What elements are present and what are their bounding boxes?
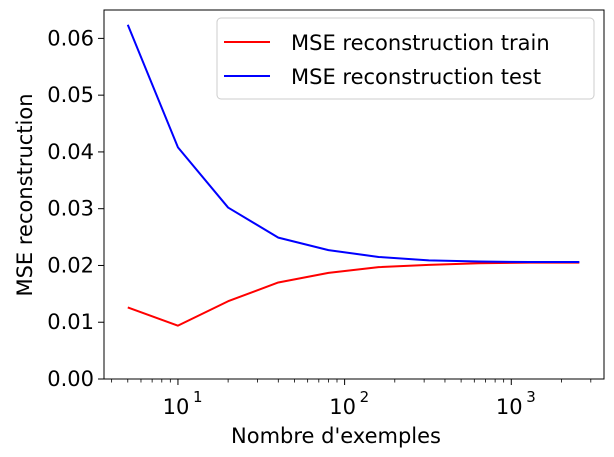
plot-frame [103, 9, 605, 380]
plot-lines [126, 24, 580, 327]
x-axis: 10 1 10 2 10 3 [111, 379, 592, 419]
x-axis-label: Nombre d'exemples [231, 424, 441, 448]
series-line-test [126, 24, 580, 264]
y-tick-label: 0.06 [47, 26, 94, 50]
y-tick-label: 0.01 [47, 310, 94, 334]
x-tick-label-exponent: 2 [360, 388, 370, 406]
y-tick-label: 0.02 [47, 253, 94, 277]
y-axis: 0.00 0.01 0.02 0.03 0.04 0.05 0.06 [47, 26, 104, 391]
y-tick-label: 0.00 [47, 367, 94, 391]
y-tick-label: 0.04 [47, 140, 94, 164]
legend-label-train: MSE reconstruction train [291, 31, 550, 55]
series-line-train [127, 261, 580, 327]
y-tick-label: 0.05 [47, 83, 94, 107]
y-axis-label: MSE reconstruction [13, 93, 37, 296]
y-tick-label: 0.03 [47, 197, 94, 221]
x-tick-label: 10 [163, 395, 190, 419]
x-tick-label: 10 [496, 395, 523, 419]
legend-label-test: MSE reconstruction test [291, 65, 541, 89]
x-tick-label-exponent: 3 [526, 388, 536, 406]
legend: MSE reconstruction train MSE reconstruct… [216, 17, 595, 100]
legend-box [216, 17, 595, 100]
x-tick-label: 10 [329, 395, 356, 419]
x-tick-label-exponent: 1 [193, 388, 203, 406]
